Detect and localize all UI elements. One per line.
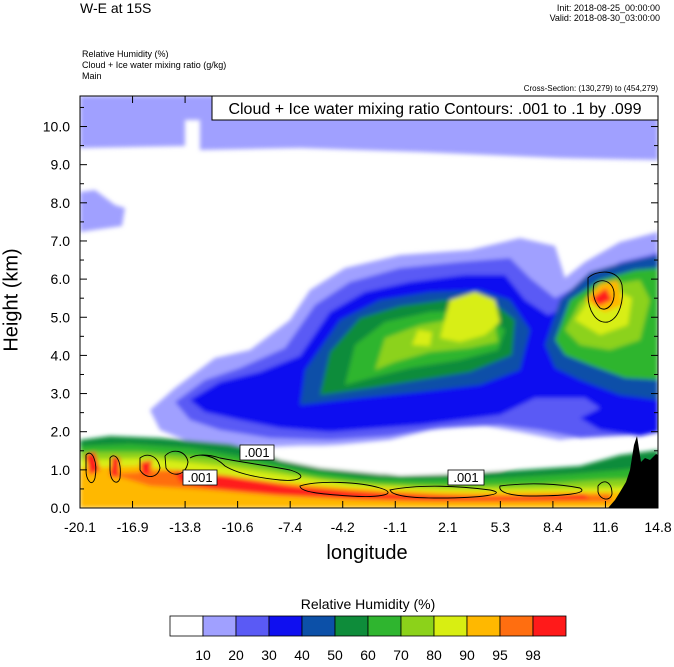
x-tick-label: -1.1 bbox=[383, 519, 407, 535]
y-tick-label: 6.0 bbox=[51, 271, 71, 287]
colorbar: 10 20 30 40 50 60 70 80 90 95 98 bbox=[169, 615, 567, 663]
colorbar-swatch bbox=[433, 615, 468, 637]
colorbar-label: 50 bbox=[327, 647, 343, 663]
x-tick-label: -16.9 bbox=[117, 519, 149, 535]
x-tick-label: -20.1 bbox=[64, 519, 96, 535]
colorbar-swatch bbox=[499, 615, 534, 637]
colorbar-swatch bbox=[367, 615, 402, 637]
page-title: W-E at 15S bbox=[80, 0, 152, 16]
colorbar-swatch bbox=[235, 615, 270, 637]
colorbar-title: Relative Humidity (%) bbox=[300, 596, 436, 612]
y-tick-label: 7.0 bbox=[51, 233, 71, 249]
field-line-main: Main bbox=[82, 71, 102, 81]
y-axis: 0.0 1.0 2.0 3.0 4.0 5.0 6.0 7.0 8.0 9.0 10.0 bbox=[43, 106, 658, 516]
x-tick-label: -13.8 bbox=[169, 519, 201, 535]
colorbar-label: 40 bbox=[294, 647, 310, 663]
valid-time: Valid: 2018-08-30_03:00:00 bbox=[549, 13, 660, 23]
y-tick-label: 9.0 bbox=[51, 157, 71, 173]
colorbar-label: 30 bbox=[261, 647, 277, 663]
colorbar-swatch bbox=[532, 615, 567, 637]
contour-label-group: .001 .001 .001 bbox=[182, 444, 485, 486]
contour-label: .001 bbox=[244, 445, 269, 460]
colorbar-swatch bbox=[466, 615, 501, 637]
qcloud-contours bbox=[85, 271, 623, 500]
colorbar-swatch bbox=[301, 615, 336, 637]
contour-annotation: Cloud + Ice water mixing ratio Contours:… bbox=[228, 101, 641, 118]
colorbar-swatch bbox=[334, 615, 369, 637]
colorbar-swatch bbox=[400, 615, 435, 637]
x-tick-label: 11.6 bbox=[592, 519, 618, 535]
x-axis: -20.1 -16.9 -13.8 -10.6 -7.4 -4.2 -1.1 2.1 5.3 8.… bbox=[64, 96, 672, 535]
terrain-silhouette bbox=[608, 436, 658, 508]
colorbar-swatch bbox=[169, 615, 204, 637]
init-time: Init: 2018-08-25_00:00:00 bbox=[556, 3, 660, 13]
y-tick-label: 10.0 bbox=[43, 119, 70, 135]
y-tick-label: 5.0 bbox=[51, 309, 71, 325]
y-tick-label: 8.0 bbox=[51, 195, 71, 211]
colorbar-label: 60 bbox=[360, 647, 376, 663]
contour-annotation-box: Cloud + Ice water mixing ratio Contours:… bbox=[211, 95, 659, 121]
colorbar-label: 98 bbox=[525, 647, 541, 663]
y-tick-label: 0.0 bbox=[51, 500, 71, 516]
cross-section-label: Cross-Section: (130,279) to (454,279) bbox=[523, 84, 658, 93]
x-tick-label: -10.6 bbox=[222, 519, 254, 535]
y-axis-label: Height (km) bbox=[0, 248, 23, 352]
field-line-qcloud: Cloud + Ice water mixing ratio (g/kg) bbox=[82, 60, 227, 70]
x-tick-label: 2.1 bbox=[438, 519, 458, 535]
x-tick-label: 5.3 bbox=[491, 519, 511, 535]
colorbar-swatch bbox=[202, 615, 237, 637]
y-tick-label: 1.0 bbox=[51, 462, 71, 478]
y-tick-label: 2.0 bbox=[51, 424, 71, 440]
x-tick-label: 8.4 bbox=[543, 519, 563, 535]
field-line-rh: Relative Humidity (%) bbox=[82, 49, 169, 59]
colorbar-label: 10 bbox=[195, 647, 211, 663]
colorbar-swatch bbox=[268, 615, 303, 637]
colorbar-label: 95 bbox=[492, 647, 508, 663]
colorbar-label: 90 bbox=[459, 647, 475, 663]
colorbar-label: 80 bbox=[426, 647, 442, 663]
colorbar-label: 20 bbox=[228, 647, 244, 663]
x-axis-label: longitude bbox=[326, 542, 408, 564]
colorbar-label: 70 bbox=[393, 647, 409, 663]
rh-field bbox=[80, 96, 658, 508]
x-tick-label: -7.4 bbox=[278, 519, 302, 535]
contour-label: .001 bbox=[453, 470, 478, 485]
x-tick-label: 14.8 bbox=[644, 519, 671, 535]
x-tick-label: -4.2 bbox=[331, 519, 355, 535]
contour-label: .001 bbox=[187, 470, 212, 485]
y-tick-label: 3.0 bbox=[51, 386, 71, 402]
y-tick-label: 4.0 bbox=[51, 347, 71, 363]
